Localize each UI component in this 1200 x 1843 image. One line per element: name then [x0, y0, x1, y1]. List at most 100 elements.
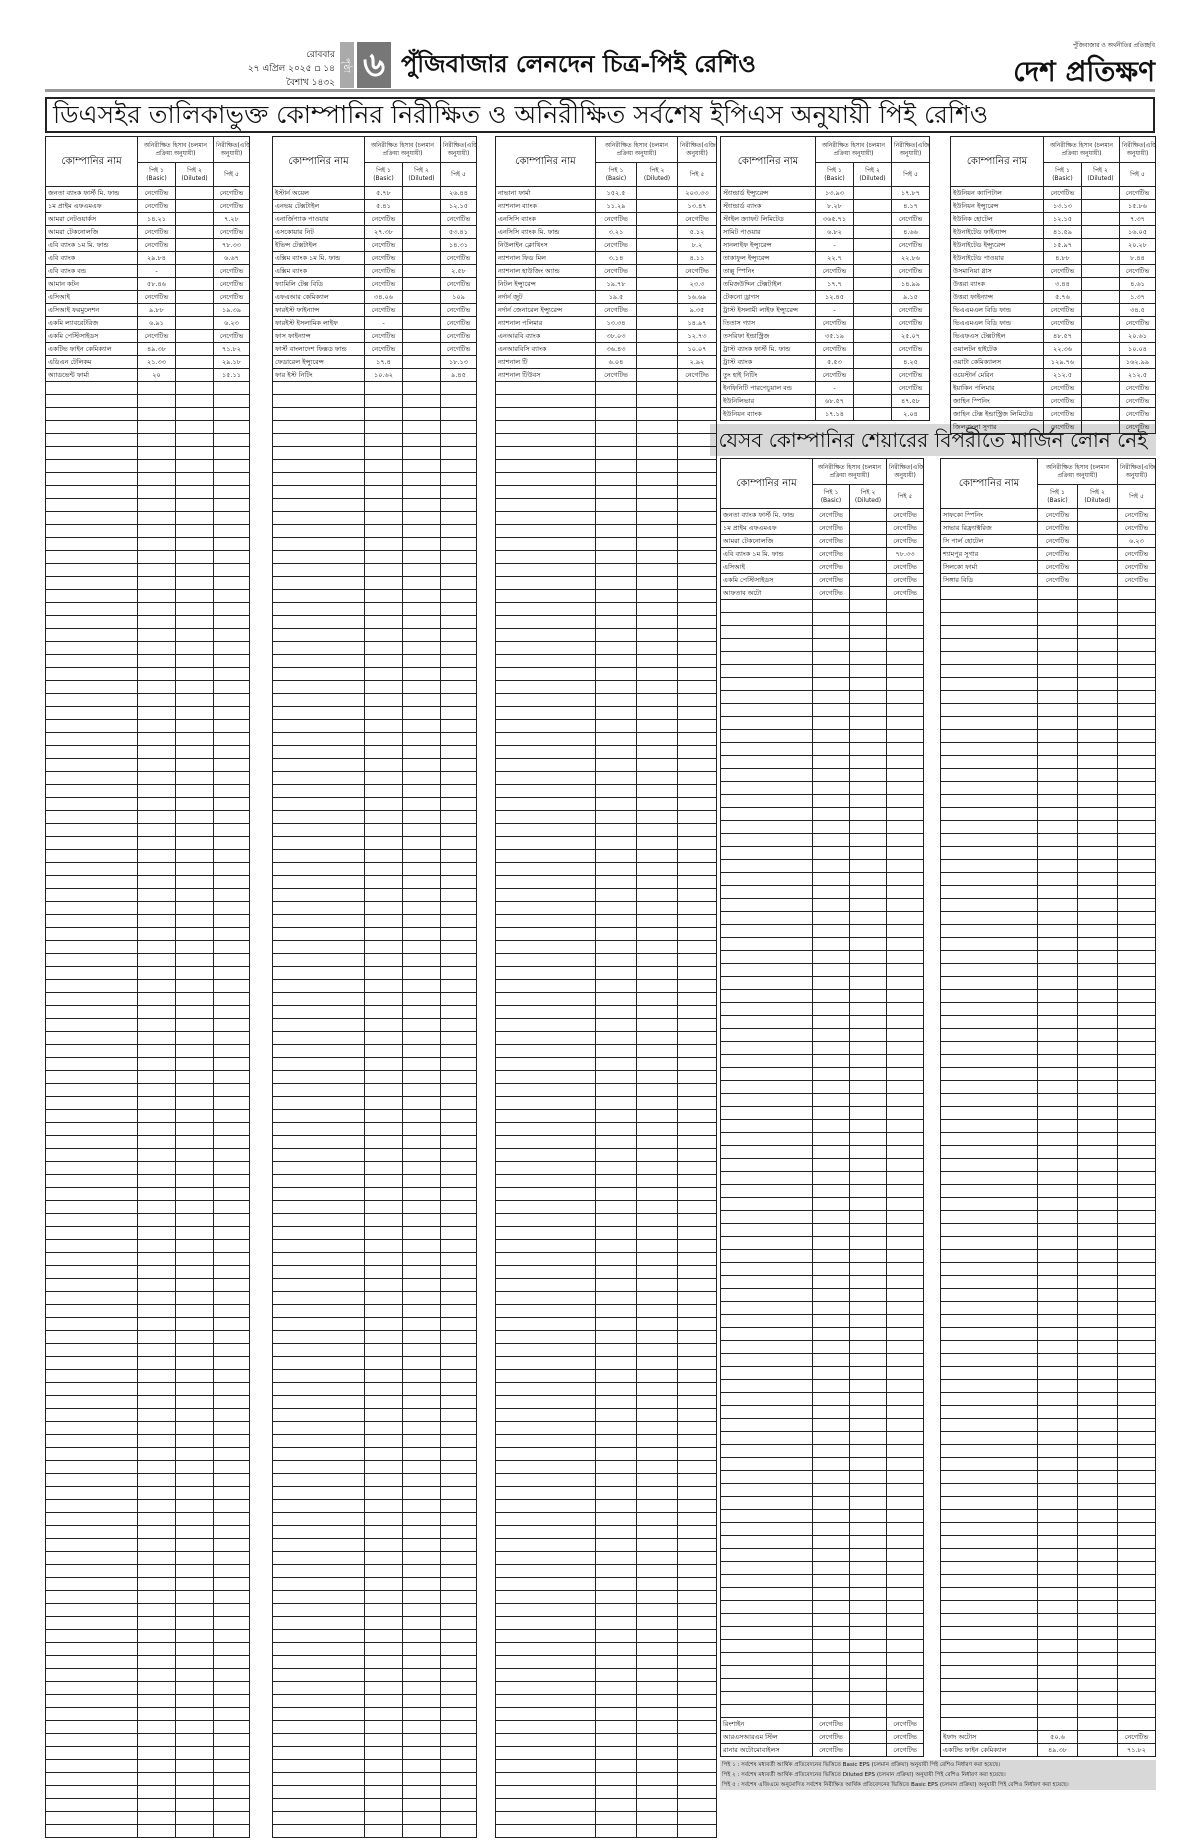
company-name [495, 1564, 596, 1578]
pe5-value [677, 1291, 717, 1305]
company-name [495, 1616, 596, 1630]
pe2-value [174, 875, 215, 889]
company-name [272, 1629, 365, 1643]
company-name [272, 1382, 365, 1396]
company-name [45, 1590, 138, 1604]
pe2-value [1076, 846, 1119, 860]
pe2-value [1076, 560, 1119, 574]
pe2-value [401, 1785, 442, 1799]
pe1-value [595, 1265, 637, 1279]
pe1-value [364, 1655, 403, 1669]
pe5-value [886, 1327, 924, 1341]
pe5-value [677, 1421, 717, 1435]
pe1-value [364, 1603, 403, 1617]
pe2-value [848, 1184, 888, 1198]
pe2-value [174, 1759, 215, 1773]
pe5-value: নেগেটিভ [886, 560, 924, 574]
pe1-value [1037, 911, 1078, 925]
company-name [720, 976, 813, 990]
pe2-value [635, 511, 679, 525]
pe2-value [174, 1720, 215, 1734]
table-row [45, 1551, 250, 1565]
pe2-value [1076, 1626, 1119, 1640]
company-name [45, 1265, 138, 1279]
company-name [940, 612, 1038, 626]
table-row [272, 706, 477, 720]
table-row [272, 1200, 477, 1214]
company-name [940, 1717, 1038, 1731]
pe1-value [812, 1496, 850, 1510]
table-row [45, 1005, 250, 1019]
pe1-value [137, 836, 176, 850]
company-name: তুং হাই নিটিং [720, 368, 816, 382]
pe1-value: ১৩.৩৪ [595, 316, 637, 330]
company-name [720, 729, 813, 743]
pe1-value [812, 924, 850, 938]
table-row [45, 784, 250, 798]
pe-ratio-table: কোম্পানির নাম অনিরীক্ষিত হিসাব (চলমান প্র… [950, 136, 1156, 434]
pe5-value [1117, 586, 1156, 600]
pe5-value [213, 498, 250, 512]
company-name [495, 1252, 596, 1266]
company-name [940, 1223, 1038, 1237]
table-row [45, 1265, 250, 1279]
pe5-value [677, 1655, 717, 1669]
pe2-value [401, 602, 442, 616]
company-name [940, 1613, 1038, 1627]
pe2-value [1076, 807, 1119, 821]
pe5-value [1117, 1210, 1156, 1224]
company-name [272, 1785, 365, 1799]
pe2-value [848, 1639, 888, 1653]
pe1-value [137, 1733, 176, 1747]
pe1-value [595, 667, 637, 681]
pe5-value [886, 846, 924, 860]
company-name [940, 1639, 1038, 1653]
pe2-value [401, 290, 442, 304]
table-row [940, 1613, 1156, 1627]
table-row [45, 927, 250, 941]
pe2-value [174, 979, 215, 993]
pe2-value [401, 888, 442, 902]
pe5-value: ৬.২৩ [1117, 534, 1156, 548]
pe2-value [1076, 1665, 1119, 1679]
pe2-value [635, 1798, 679, 1812]
company-name [45, 537, 138, 551]
pe2-value [1076, 1587, 1119, 1601]
header-pe2: পিই ২ (Diluted) [1076, 484, 1119, 509]
pe2-value [848, 1691, 888, 1705]
company-name: তাকাফুল ইন্স্যুরেন্স [720, 251, 816, 265]
table-row [495, 1447, 717, 1461]
pe1-value [1037, 625, 1078, 639]
pe1-value [812, 989, 850, 1003]
pe1-value [364, 615, 403, 629]
company-name: ফেডারেল ইন্স্যুরেন্স [272, 355, 365, 369]
table-row: আমান কটন ৫৮.৪৬ নেগেটিভ [45, 277, 250, 291]
pe5-value [213, 1187, 250, 1201]
table-row [940, 1483, 1156, 1497]
table-row [272, 1785, 477, 1799]
table-row [45, 1538, 250, 1552]
pe5-value: নেগেটিভ [891, 238, 930, 252]
table-row [272, 1369, 477, 1383]
footnote: পিই ৫ : সর্বশেষ এজিএমে অনুমোদিত সর্বশেষ … [722, 1782, 1069, 1788]
table-row [272, 745, 477, 759]
pe1-value [1037, 1418, 1078, 1432]
company-name [272, 693, 365, 707]
pe2-value [635, 901, 679, 915]
pe2-value [848, 1431, 888, 1445]
pe2-value [401, 719, 442, 733]
company-name [272, 550, 365, 564]
pe5-value [440, 1707, 477, 1721]
table-row [45, 1109, 250, 1123]
pe1-value [595, 875, 637, 889]
company-name [940, 963, 1038, 977]
pe5-value [440, 1278, 477, 1292]
company-name: ট্রাস্ট ব্যাংক ফার্স্ট মি. ফান্ড [720, 342, 816, 356]
pe1-value [812, 1483, 850, 1497]
pe2-value [174, 1473, 215, 1487]
pe2-value [1076, 690, 1119, 704]
table-row: আমরা নেটওয়ার্কস ১৪.২১ ৭.২৮ [45, 212, 250, 226]
pe2-value [848, 976, 888, 990]
table-row: তুং হাই নিটিং নেগেটিভ নেগেটিভ [720, 368, 930, 382]
company-name: সাফকো স্পিনিং [940, 508, 1038, 522]
